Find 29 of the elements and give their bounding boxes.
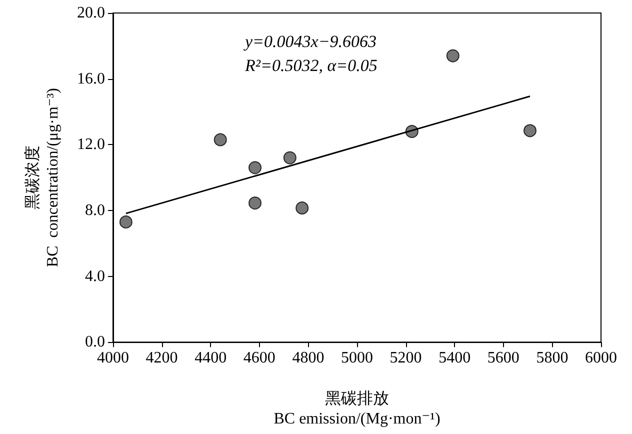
y-tick-label: 12.0 xyxy=(77,136,105,154)
annotation: y=0.0043x−9.6063 xyxy=(243,32,377,51)
x-tick-label: 4400 xyxy=(194,350,227,367)
x-tick-label: 5200 xyxy=(390,350,422,367)
point xyxy=(446,49,460,62)
x-tick-label: 4200 xyxy=(146,350,178,367)
point xyxy=(248,161,262,174)
annotation: R²=0.5032, α=0.05 xyxy=(244,56,378,75)
point xyxy=(296,201,309,214)
point xyxy=(524,124,536,138)
y-axis-title: 黑碳浓度 BC concentration/(μg·m⁻³) xyxy=(24,88,62,268)
y-tick-label: 20.0 xyxy=(77,4,105,22)
point xyxy=(119,215,132,228)
x-tick-label: 4600 xyxy=(243,350,276,367)
x-axis-title: 黑碳排放 BC emission/(Mg·mon⁻¹) xyxy=(274,390,440,428)
x-tick-label: 4000 xyxy=(97,350,129,367)
point xyxy=(283,151,296,164)
y-tick-label: 0.0 xyxy=(85,334,105,351)
x-tick-label: 6000 xyxy=(585,350,617,367)
y-tick-label: 4.0 xyxy=(85,268,105,285)
point xyxy=(248,196,262,210)
x-tick-label: 5800 xyxy=(536,350,568,367)
x-tick-label: 5000 xyxy=(341,350,373,367)
x-tick-label: 5400 xyxy=(438,350,471,367)
x-tick-label: 5600 xyxy=(487,350,520,367)
point xyxy=(214,133,227,146)
y-tick-label: 16.0 xyxy=(77,70,105,88)
x-tick-label: 4800 xyxy=(292,350,324,367)
y-tick-label: 8.0 xyxy=(85,202,105,219)
